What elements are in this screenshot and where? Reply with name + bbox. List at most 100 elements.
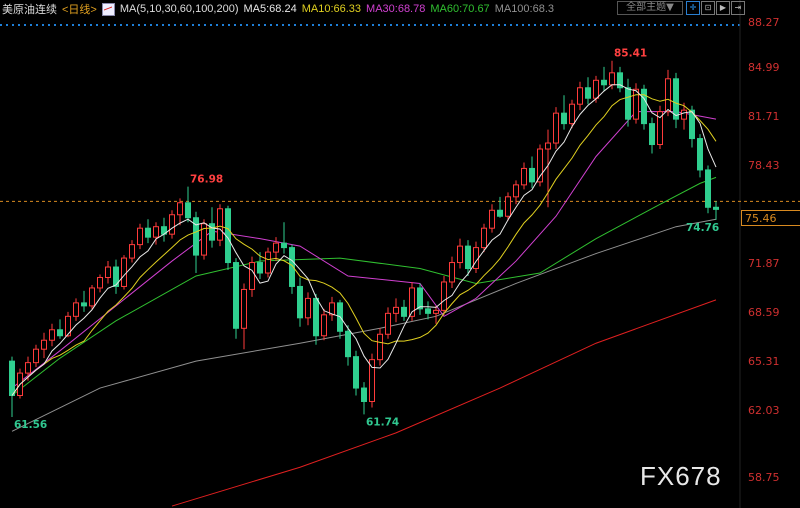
candle-body: [265, 251, 271, 274]
ma60-line: [11, 176, 717, 396]
ma60-value: MA60:70.67: [430, 3, 490, 15]
candle-body: [441, 281, 447, 311]
candle-body: [417, 287, 423, 310]
candle-body: [665, 78, 671, 113]
candle-body: [673, 78, 679, 120]
chart-header: 美原油连续 <日线> MA(5,10,30,60,100,200) MA5:68…: [2, 1, 554, 17]
ma-params[interactable]: MA(5,10,30,60,100,200): [119, 3, 239, 15]
candle-body: [593, 79, 599, 99]
extreme-label: 61.74: [366, 416, 399, 428]
candle-body: [513, 184, 519, 198]
candle-body: [529, 167, 535, 183]
candle-body: [377, 333, 383, 361]
candle-body: [177, 202, 183, 216]
candle-body: [617, 72, 623, 89]
extreme-label: 85.41: [614, 48, 647, 60]
candle-body: [97, 276, 103, 289]
candle-body: [49, 329, 55, 341]
candle-body: [145, 227, 151, 238]
candle-body: [505, 196, 511, 217]
candle-body: [57, 329, 63, 337]
candle-body: [497, 209, 503, 217]
candle-body: [289, 247, 295, 287]
ma5-value: MA5:68.24: [243, 3, 297, 15]
candle-body: [465, 245, 471, 270]
candle-body: [657, 111, 663, 146]
candle-body: [449, 262, 455, 283]
y-tick-label: 88.27: [748, 16, 780, 29]
play-icon[interactable]: ▶: [716, 1, 730, 15]
candle-body: [81, 302, 87, 307]
candle-body: [137, 227, 143, 246]
crosshair-icon[interactable]: ✛: [686, 1, 700, 15]
y-tick-label: 78.43: [748, 159, 780, 172]
candle-body: [577, 87, 583, 105]
candle-body: [233, 262, 239, 329]
candle-body: [697, 138, 703, 171]
candle-body: [257, 262, 263, 274]
candle-body: [425, 308, 431, 314]
candle-body: [713, 206, 719, 210]
candle-body: [129, 244, 135, 259]
candle-body: [353, 356, 359, 389]
candle-body: [345, 330, 351, 358]
ma30-value: MA30:68.78: [366, 3, 426, 15]
candle-body: [105, 266, 111, 278]
candle-body: [25, 362, 31, 374]
candle-body: [121, 257, 127, 287]
zoom-in-icon[interactable]: ⊡: [701, 1, 715, 15]
candle-body: [361, 387, 367, 402]
candle-body: [601, 79, 607, 86]
period-label[interactable]: <日线>: [62, 4, 97, 16]
theme-dropdown[interactable]: 全部主题▼: [617, 1, 683, 15]
candle-body: [473, 247, 479, 270]
candle-body: [33, 348, 39, 364]
candle-body: [209, 223, 215, 241]
candle-body: [169, 214, 175, 235]
candle-body: [297, 285, 303, 319]
candle-body: [537, 148, 543, 183]
jump-end-icon[interactable]: ⇥: [731, 1, 745, 15]
candle-body: [313, 297, 319, 337]
candle-body: [393, 306, 399, 314]
candle-body: [217, 208, 223, 241]
candle-body: [649, 123, 655, 146]
candle-body: [705, 169, 711, 208]
candle-body: [113, 266, 119, 287]
candle-body: [569, 103, 575, 125]
candle-body: [201, 223, 207, 256]
candle-body: [65, 315, 71, 337]
ma5-line: [11, 84, 717, 396]
ma200-line: [171, 299, 717, 507]
ma100-value: MA100:68.3: [494, 3, 555, 15]
y-tick-label: 84.99: [748, 61, 780, 74]
y-tick-label: 68.59: [748, 306, 780, 319]
y-tick-label: 71.87: [748, 257, 780, 270]
candle-body: [521, 167, 527, 186]
candle-body: [385, 312, 391, 335]
candle-body: [9, 360, 15, 397]
candle-body: [457, 245, 463, 264]
candle-body: [249, 262, 255, 290]
extreme-label: 74.76: [686, 222, 719, 234]
y-tick-label: 81.71: [748, 110, 780, 123]
candle-body: [369, 359, 375, 402]
candle-body: [401, 306, 407, 317]
candle-body: [321, 314, 327, 337]
candle-body: [73, 302, 79, 317]
candle-body: [89, 287, 95, 307]
candle-body: [641, 88, 647, 125]
candle-body: [273, 242, 279, 253]
y-tick-label: 62.03: [748, 404, 780, 417]
candle-body: [689, 109, 695, 140]
candle-body: [633, 88, 639, 120]
candle-body: [553, 112, 559, 144]
candle-body: [241, 288, 247, 329]
ma30-line: [11, 111, 717, 389]
candle-body: [625, 87, 631, 120]
indicator-icon[interactable]: [101, 2, 115, 16]
ma10-line: [11, 94, 717, 396]
extreme-label: 76.98: [190, 174, 223, 186]
candle-body: [41, 339, 47, 350]
